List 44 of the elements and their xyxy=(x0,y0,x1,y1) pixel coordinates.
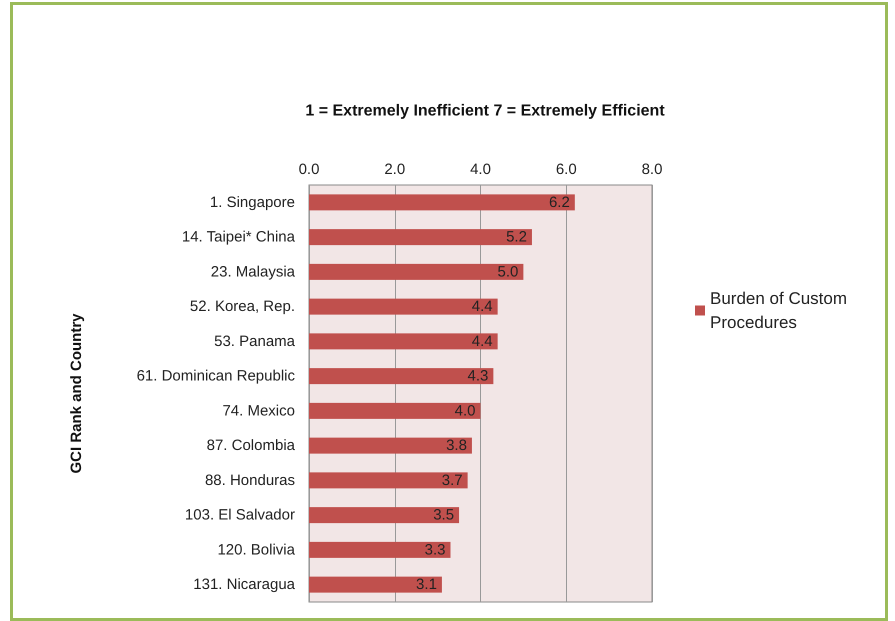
y-tick-label: 23. Malaysia xyxy=(210,263,296,280)
bar xyxy=(309,368,494,384)
y-tick-label: 14. Taipei* China xyxy=(182,228,296,246)
x-tick-label: 0.0 xyxy=(298,161,320,178)
data-label: 3.1 xyxy=(416,576,437,594)
bar xyxy=(309,264,524,280)
legend-label: Burden of Custom Procedures xyxy=(710,289,852,332)
y-tick-label: 131. Nicaragua xyxy=(193,576,296,594)
bar xyxy=(309,438,472,454)
data-label: 3.7 xyxy=(442,472,463,489)
bar xyxy=(309,298,498,315)
x-tick-label: 6.0 xyxy=(556,161,577,178)
bar xyxy=(309,507,460,524)
bar xyxy=(309,542,450,558)
bar xyxy=(309,194,575,210)
data-label: 3.5 xyxy=(433,506,454,524)
y-tick-label: 52. Korea, Rep. xyxy=(190,298,295,316)
bar xyxy=(309,229,532,246)
bar xyxy=(309,402,480,419)
y-tick-label: 120. Bolivia xyxy=(217,541,296,558)
x-tick-label: 4.0 xyxy=(470,161,491,178)
y-tick-label: 1. Singapore xyxy=(210,194,295,211)
y-tick-label: 53. Panama xyxy=(214,332,296,350)
data-label: 3.3 xyxy=(424,541,446,558)
x-tick-label: 2.0 xyxy=(384,161,406,178)
y-tick-label: 61. Dominican Republic xyxy=(136,368,296,385)
data-label: 4.4 xyxy=(472,298,493,316)
y-tick-label: 88. Honduras xyxy=(204,472,295,489)
y-tick-label: 87. Colombia xyxy=(206,437,296,454)
y-axis-title: GCI Rank and Country xyxy=(68,312,85,474)
chart-title: 1 = Extremely Inefficient 7 = Extremely Efficient xyxy=(305,102,666,120)
data-label: 5.2 xyxy=(506,228,527,246)
y-tick-label: 103. El Salvador xyxy=(184,506,295,524)
y-tick-label: 74. Mexico xyxy=(222,402,295,420)
data-label: 6.2 xyxy=(548,194,570,211)
data-label: 4.3 xyxy=(468,368,488,385)
bar xyxy=(309,472,468,488)
data-label: 5.0 xyxy=(498,263,518,280)
bar xyxy=(309,576,442,593)
data-label: 4.4 xyxy=(472,332,493,350)
data-label: 4.0 xyxy=(454,402,476,420)
data-label: 3.8 xyxy=(446,437,467,454)
bar xyxy=(309,333,498,350)
x-tick-label: 8.0 xyxy=(642,161,662,178)
